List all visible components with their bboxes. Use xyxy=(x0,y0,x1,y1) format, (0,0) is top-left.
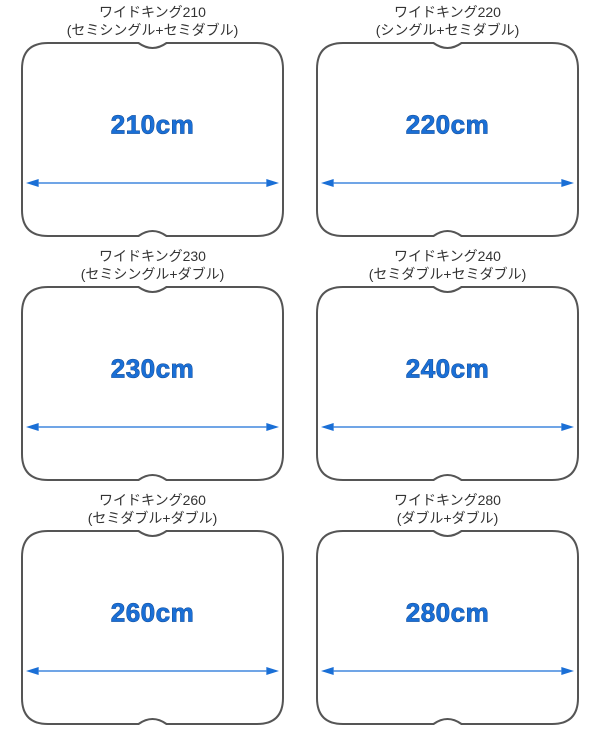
svg-text:210cm: 210cm xyxy=(111,109,194,139)
width-label: 220cm xyxy=(315,107,580,148)
svg-text:260cm: 260cm xyxy=(111,597,194,627)
size-card-title: ワイドキング240 (セミダブル+セミダブル) xyxy=(369,248,527,283)
width-label: 240cm xyxy=(315,351,580,392)
width-label: 230cm xyxy=(20,351,285,392)
width-arrow xyxy=(26,661,279,681)
mattress-shape-box: 220cm xyxy=(315,41,580,238)
mattress-shape-box: 230cm xyxy=(20,285,285,482)
width-arrow xyxy=(26,417,279,437)
mattress-shape-box: 260cm xyxy=(20,529,285,726)
svg-text:220cm: 220cm xyxy=(406,109,489,139)
width-arrow xyxy=(321,173,574,193)
size-card-title: ワイドキング210 (セミシングル+セミダブル) xyxy=(67,4,239,39)
mattress-shape-box: 240cm xyxy=(315,285,580,482)
width-arrow xyxy=(321,661,574,681)
size-card-title: ワイドキング280 (ダブル+ダブル) xyxy=(394,492,501,527)
size-card-title: ワイドキング230 (セミシングル+ダブル) xyxy=(81,248,225,283)
size-card: ワイドキング240 (セミダブル+セミダブル) 240cm xyxy=(315,248,580,482)
size-grid: ワイドキング210 (セミシングル+セミダブル) 210cm ワイドキング220 (… xyxy=(0,4,600,726)
width-arrow xyxy=(321,417,574,437)
mattress-shape-box: 280cm xyxy=(315,529,580,726)
svg-text:230cm: 230cm xyxy=(111,353,194,383)
width-label: 280cm xyxy=(315,595,580,636)
mattress-shape-box: 210cm xyxy=(20,41,285,238)
width-arrow xyxy=(26,173,279,193)
size-card: ワイドキング210 (セミシングル+セミダブル) 210cm xyxy=(20,4,285,238)
width-label: 210cm xyxy=(20,107,285,148)
size-card: ワイドキング280 (ダブル+ダブル) 280cm xyxy=(315,492,580,726)
size-card-title: ワイドキング260 (セミダブル+ダブル) xyxy=(88,492,218,527)
width-label: 260cm xyxy=(20,595,285,636)
size-card: ワイドキング230 (セミシングル+ダブル) 230cm xyxy=(20,248,285,482)
svg-text:280cm: 280cm xyxy=(406,597,489,627)
size-card: ワイドキング220 (シングル+セミダブル) 220cm xyxy=(315,4,580,238)
svg-text:240cm: 240cm xyxy=(406,353,489,383)
size-card-title: ワイドキング220 (シングル+セミダブル) xyxy=(376,4,520,39)
size-card: ワイドキング260 (セミダブル+ダブル) 260cm xyxy=(20,492,285,726)
